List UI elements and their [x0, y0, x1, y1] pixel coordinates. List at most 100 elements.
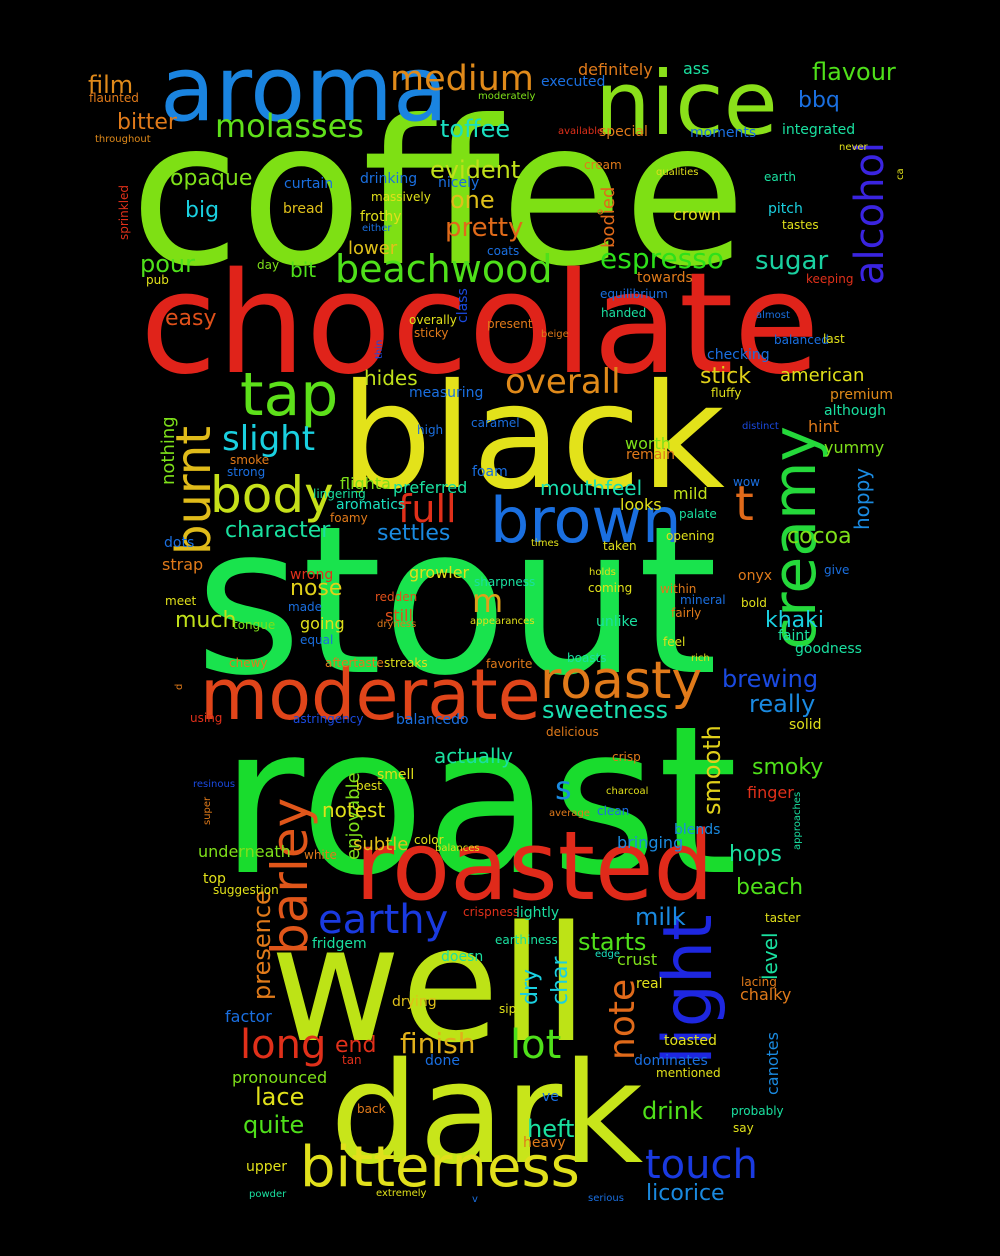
- word-equilibrium: equilibrium: [600, 287, 668, 301]
- word-overally: overally: [409, 313, 457, 327]
- word-sticky: sticky: [414, 326, 449, 340]
- word-within: within: [660, 582, 697, 596]
- word-faint: faint: [778, 628, 810, 644]
- word-underneath: underneath: [198, 842, 291, 861]
- word-nice: nice: [595, 52, 778, 155]
- word-balancedo: balancedo: [396, 712, 469, 728]
- word-well: well: [270, 891, 589, 1078]
- word-crispness: crispness: [463, 905, 520, 919]
- word-brown: brown: [490, 484, 682, 557]
- word-handed: handed: [601, 306, 647, 320]
- word-earth: earth: [764, 170, 796, 184]
- word-frothy: frothy: [360, 209, 402, 225]
- word-streaks: streaks: [384, 656, 428, 670]
- word-overall: overall: [505, 362, 621, 402]
- word-distinct: distinct: [742, 421, 779, 432]
- word-stick: stick: [700, 364, 752, 389]
- word-smoke: smoke: [230, 453, 270, 467]
- word-lower: lower: [348, 238, 398, 259]
- word-fairly: fairly: [671, 606, 702, 620]
- word-sip: sip: [499, 1002, 517, 1016]
- word-times: times: [531, 538, 559, 549]
- word-american: american: [780, 365, 865, 386]
- word-drinking: drinking: [360, 171, 418, 187]
- word-looks: looks: [620, 495, 662, 514]
- word-big: big: [185, 198, 220, 223]
- word-measuring: measuring: [409, 385, 484, 401]
- word-nicely: nicely: [438, 175, 480, 191]
- word-opaque: opaque: [170, 166, 253, 191]
- word-charcoal: charcoal: [606, 786, 649, 797]
- word-onyx: onyx: [738, 568, 773, 584]
- word-dots: dots: [164, 535, 195, 551]
- word-solid: solid: [789, 717, 822, 733]
- word-starts: starts: [578, 928, 647, 956]
- word-flavour: flavour: [812, 58, 896, 86]
- word-balanced: balanced: [774, 333, 829, 347]
- word-film: film: [88, 71, 134, 99]
- word-sharpness: sharpness: [474, 575, 536, 589]
- word-settles: settles: [377, 521, 451, 546]
- word-delicious: delicious: [546, 725, 599, 739]
- word-thin: thin: [374, 339, 385, 359]
- word-t: t: [735, 476, 754, 532]
- word-d: d: [174, 683, 185, 690]
- word-brewing: brewing: [722, 665, 819, 693]
- word-slight: slight: [222, 419, 316, 459]
- word-stout: stout: [195, 483, 718, 721]
- word-checking: checking: [707, 347, 770, 363]
- word-redden: redden: [375, 590, 418, 604]
- word-remain: remain: [626, 447, 676, 463]
- word-sugar: sugar: [755, 246, 829, 276]
- word-bodied: bodied: [598, 186, 619, 248]
- word-equal: equal: [300, 633, 334, 647]
- word-v: v: [472, 1194, 478, 1205]
- word-body: body: [210, 466, 334, 524]
- word-tan: tan: [342, 1053, 362, 1067]
- word-available: available: [558, 126, 604, 137]
- word-wrong: wrong: [290, 567, 334, 583]
- word-ca: ca: [895, 168, 906, 180]
- word-done: done: [425, 1053, 460, 1069]
- word-moments: moments: [690, 125, 757, 141]
- word-day: day: [257, 258, 280, 272]
- word-flaunted: flaunted: [89, 91, 139, 105]
- word-lot: lot: [510, 1022, 562, 1068]
- word-favorite: favorite: [486, 657, 533, 671]
- word-chewy: chewy: [229, 656, 268, 670]
- word-tastes: tastes: [782, 218, 819, 232]
- word-tongue: tongue: [233, 618, 276, 632]
- word-cream: cream: [584, 158, 622, 172]
- word-bit: bit: [290, 258, 317, 282]
- word-roast: roast: [220, 683, 739, 921]
- word-throughout: throughout: [95, 134, 151, 145]
- word-smooth: smooth: [698, 725, 726, 815]
- word-smell: smell: [377, 767, 415, 783]
- word-keeping: keeping: [806, 272, 854, 286]
- word-suggestion: suggestion: [213, 883, 279, 897]
- word-feel: feel: [663, 635, 686, 649]
- word-dryness: dryness: [377, 619, 417, 630]
- word-towards: towards: [637, 270, 693, 286]
- word-hides: hides: [364, 366, 418, 390]
- word-really: really: [749, 690, 816, 718]
- word-unlike: unlike: [596, 614, 638, 630]
- word-lacing: lacing: [741, 975, 777, 989]
- word-sweetness: sweetness: [542, 696, 669, 724]
- word-toffee: toffee: [440, 115, 511, 143]
- word-black: black: [340, 353, 725, 522]
- word-smoky: smoky: [752, 755, 824, 780]
- word-balances: balances: [435, 843, 480, 854]
- word-subtle: subtle: [353, 834, 409, 855]
- word-long: long: [240, 1022, 327, 1068]
- word-white: white: [304, 848, 337, 862]
- word-tap: tap: [240, 360, 339, 430]
- word-pitch: pitch: [768, 201, 803, 217]
- word-appearances: appearances: [470, 616, 535, 627]
- word-ass: ass: [683, 59, 710, 78]
- word-drink: drink: [642, 1097, 703, 1125]
- word-end: end: [335, 1033, 377, 1058]
- word-one: one: [450, 186, 495, 214]
- word-high: high: [417, 423, 444, 437]
- word-either: either: [362, 223, 392, 234]
